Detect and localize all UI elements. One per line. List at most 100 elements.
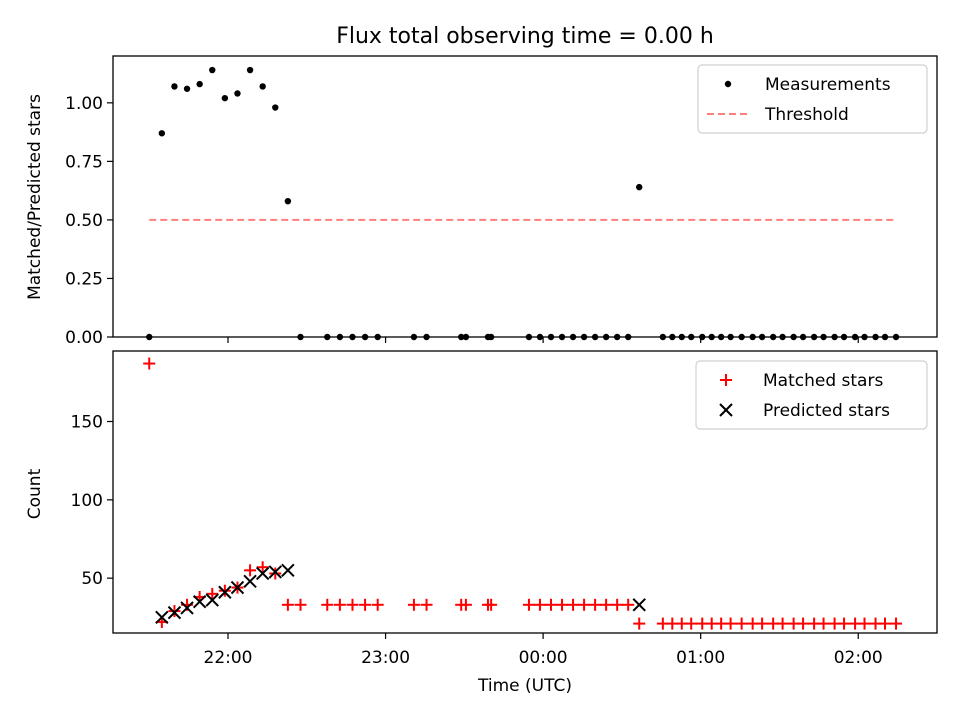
bottom-legend-box bbox=[695, 360, 928, 430]
measurement-point bbox=[272, 104, 279, 111]
matched-star-marker bbox=[218, 584, 231, 597]
predicted-star-marker bbox=[192, 594, 207, 609]
predicted-star-stroke bbox=[205, 593, 219, 607]
predicted-star-marker bbox=[255, 566, 270, 581]
matched-star-marker bbox=[294, 598, 307, 611]
matched-star-marker bbox=[756, 617, 769, 630]
x-tick-label: 01:00 bbox=[676, 648, 725, 668]
bottom-panel: 50 100 150 22:00 23:00 00:00 01:00 02:00 Matched… bbox=[71, 350, 938, 668]
top-y-tick-label: 1.00 bbox=[65, 94, 103, 114]
measurement-point bbox=[171, 83, 178, 90]
matched-star-marker bbox=[685, 617, 698, 630]
matched-star-marker bbox=[817, 617, 830, 630]
legend-label: Measurements bbox=[765, 75, 891, 95]
x-tick-label: 00:00 bbox=[519, 648, 568, 668]
matched-star-marker bbox=[633, 617, 646, 630]
bottom-y-tick-label: 100 bbox=[71, 491, 103, 511]
matched-star-marker bbox=[206, 587, 219, 600]
matched-star-marker bbox=[371, 598, 384, 611]
predicted-star-stroke bbox=[230, 580, 245, 595]
matched-star-marker bbox=[724, 617, 737, 630]
measurement-point bbox=[284, 197, 292, 205]
predicted-star-marker bbox=[180, 601, 194, 615]
matched-star-marker bbox=[359, 598, 372, 611]
matched-star-marker bbox=[346, 598, 359, 611]
predicted-star-stroke bbox=[155, 610, 169, 625]
matched-star-marker bbox=[879, 617, 892, 630]
legend-predicted-swatch bbox=[719, 403, 733, 417]
predicted-star-marker bbox=[218, 585, 232, 599]
chart-title: Flux total observing time = 0.00 h bbox=[336, 24, 714, 49]
matched-star-marker bbox=[321, 598, 334, 611]
matched-star-marker bbox=[622, 598, 635, 611]
legend-label: Matched stars bbox=[763, 371, 883, 391]
measurement-point bbox=[158, 130, 166, 137]
measurement-point bbox=[209, 66, 216, 74]
predicted-star-marker bbox=[205, 593, 219, 607]
measurement-point bbox=[234, 90, 241, 97]
matched-star-marker bbox=[578, 598, 591, 611]
x-tick-label: 02:00 bbox=[834, 648, 883, 668]
matched-star-marker bbox=[256, 561, 269, 574]
matched-star-marker bbox=[281, 598, 294, 611]
legend-label: Predicted stars bbox=[763, 401, 890, 421]
bottom-axes-frame bbox=[112, 350, 938, 634]
matched-star-marker bbox=[890, 617, 903, 630]
top-y-tick-label: 0.25 bbox=[65, 269, 103, 289]
matched-star-marker bbox=[485, 598, 498, 611]
top-legend-box bbox=[697, 64, 928, 134]
matched-star-marker bbox=[420, 598, 433, 611]
measurement-point bbox=[183, 85, 191, 92]
predicted-star-stroke bbox=[255, 566, 270, 581]
top-axes-frame bbox=[112, 55, 938, 338]
predicted-star-stroke bbox=[218, 585, 232, 599]
matched-star-marker bbox=[776, 617, 789, 630]
matched-star-marker bbox=[459, 598, 472, 611]
predicted-star-marker bbox=[167, 605, 182, 620]
matched-star-marker bbox=[244, 564, 257, 577]
matched-star-marker bbox=[589, 598, 602, 611]
predicted-star-stroke bbox=[192, 594, 207, 609]
matched-star-marker bbox=[600, 598, 613, 611]
measurement-point bbox=[221, 94, 229, 102]
measurement-point bbox=[246, 66, 254, 74]
matched-star-marker bbox=[168, 605, 181, 618]
legend-measurement-swatch bbox=[724, 80, 732, 88]
matched-star-marker bbox=[533, 598, 546, 611]
legend-label: Threshold bbox=[764, 105, 849, 125]
bottom-y-axis-label: Count bbox=[25, 468, 45, 519]
x-tick-label: 23:00 bbox=[361, 648, 410, 668]
matched-star-marker bbox=[544, 598, 557, 611]
top-y-tick-label: 0.00 bbox=[65, 328, 103, 348]
x-tick-label: 22:00 bbox=[204, 648, 253, 668]
top-panel: 0.00 0.25 0.50 0.75 1.00 Measurements Threshol… bbox=[65, 55, 938, 348]
matched-star-marker bbox=[522, 598, 535, 611]
matched-star-marker bbox=[735, 617, 748, 630]
predicted-star-marker bbox=[243, 574, 257, 589]
matched-star-marker bbox=[611, 598, 624, 611]
measurement-point bbox=[636, 183, 643, 191]
predicted-star-marker bbox=[155, 610, 169, 625]
predicted-star-marker bbox=[281, 563, 295, 578]
matched-star-marker bbox=[858, 617, 871, 630]
matched-star-marker bbox=[838, 617, 851, 630]
predicted-star-stroke bbox=[281, 563, 295, 578]
predicted-star-marker bbox=[230, 580, 245, 595]
top-legend: Measurements Threshold bbox=[697, 64, 928, 134]
top-y-axis-label: Matched/Predicted stars bbox=[25, 94, 45, 300]
matched-star-marker bbox=[556, 598, 569, 611]
x-axis-label: Time (UTC) bbox=[477, 676, 572, 696]
bottom-y-tick-label: 150 bbox=[71, 413, 103, 433]
predicted-star-marker bbox=[268, 565, 282, 579]
predicted-star-stroke bbox=[632, 598, 646, 612]
matched-star-marker bbox=[407, 598, 420, 611]
top-y-tick-label: 0.75 bbox=[65, 152, 103, 172]
predicted-star-stroke bbox=[243, 574, 257, 589]
measurement-point bbox=[196, 80, 203, 88]
predicted-star-stroke bbox=[268, 565, 282, 579]
bottom-legend: Matched stars Predicted stars bbox=[695, 360, 928, 430]
matched-star-marker bbox=[143, 357, 156, 370]
matched-star-marker bbox=[797, 617, 810, 630]
measurement-point bbox=[259, 83, 266, 90]
